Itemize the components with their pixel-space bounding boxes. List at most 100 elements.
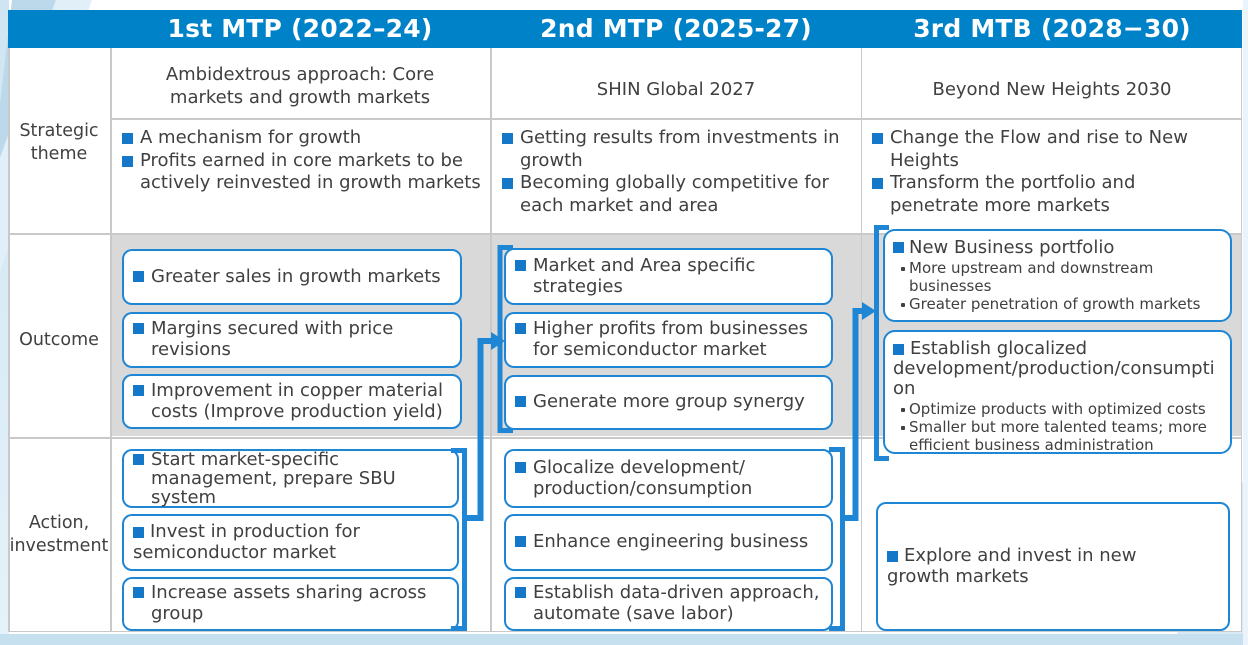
theme-bullet-text: Transform the portfolio and penetrate mo… <box>890 172 1136 216</box>
row-label-action-investment: Action, investment <box>9 513 109 556</box>
dot-bullet-icon <box>901 302 905 307</box>
bullet-square-icon <box>893 242 904 253</box>
theme-bullet-text: Getting results from investments in grow… <box>520 127 840 171</box>
action-box-text: Enhance engineering business <box>533 531 809 553</box>
left-edge-decoration <box>0 0 9 645</box>
sub-bullet: Smaller but more talented teams; more ef… <box>901 418 1224 454</box>
bullet-square-icon <box>502 133 513 144</box>
theme-bullet-text: Becoming globally competitive for each m… <box>520 172 829 216</box>
bullet-square-icon <box>515 323 526 335</box>
outcome-box-text: Improvement in copper material costs (Im… <box>151 379 444 422</box>
bullet-square-icon <box>133 453 144 465</box>
outcome-box-mtp2-3: Generate more group synergy <box>504 375 833 430</box>
bullet-square-icon <box>133 270 144 282</box>
action-box-text: Establish data-driven approach, automate… <box>533 582 820 624</box>
grid-line <box>8 437 1242 439</box>
outcome-box-text: Generate more group synergy <box>533 391 805 413</box>
row-label-strategic-theme: Strategic theme <box>19 121 99 164</box>
dot-bullet-icon <box>901 267 905 272</box>
sub-bullet-text: Greater penetration of growth markets <box>909 294 1201 313</box>
action-box-mtp2-2: Enhance engineering business <box>504 514 833 571</box>
outcome-box-mtp1-2: Margins secured with price revisions <box>122 312 462 368</box>
theme-bullet: Change the Flow and rise to New Heights <box>872 127 1224 172</box>
action-box-text: Glocalize development/ production/consum… <box>533 456 753 499</box>
column-header-mtp2: 2nd MTP (2025-27) <box>540 14 812 43</box>
bullet-square-icon <box>515 587 526 599</box>
action-box-mtp2-3: Establish data-driven approach, automate… <box>504 577 833 631</box>
bullet-square-icon <box>887 550 898 562</box>
sub-bullet-text: Optimize products with optimized costs <box>909 400 1206 419</box>
theme-title-mtp1: Ambidextrous approach: Core markets and … <box>165 64 435 109</box>
theme-bullets-mtp2: Getting results from investments in grow… <box>502 127 850 217</box>
outcome-box-mtp2-2: Higher profits from businesses for semic… <box>504 312 833 368</box>
theme-bullet-text: Profits earned in core markets to be act… <box>140 149 481 194</box>
action-box-mtp2-1: Glocalize development/ production/consum… <box>504 449 833 508</box>
outcome-box-text: Higher profits from businesses for semic… <box>533 318 809 360</box>
column-header-mtp1: 1st MTP (2022–24) <box>167 14 433 43</box>
theme-bullet-text: Change the Flow and rise to New Heights <box>890 127 1188 171</box>
sub-bullet: Optimize products with optimized costs <box>901 401 1224 419</box>
outcome-box-title: Establish glocalized development/product… <box>893 338 1215 400</box>
sub-bullet: Greater penetration of growth markets <box>901 294 1224 314</box>
grid-line <box>860 48 862 632</box>
outcome-box-mtp3-2: Establish glocalized development/product… <box>883 330 1232 454</box>
theme-bullet: Getting results from investments in grow… <box>502 127 850 172</box>
outcome-sublist: More upstream and downstream businesses … <box>901 259 1224 314</box>
theme-bullets-mtp1: A mechanism for growth Profits earned in… <box>122 127 488 195</box>
sub-bullet-text: Smaller but more talented teams; more ef… <box>909 418 1207 454</box>
sub-bullet-text: More upstream and downstream businesses <box>909 259 1154 295</box>
theme-bullet: Profits earned in core markets to be act… <box>122 150 488 195</box>
theme-title-mtp3: Beyond New Heights 2030 <box>932 79 1172 100</box>
action-box-text: Invest in production for semiconductor m… <box>133 520 360 563</box>
theme-bullet: A mechanism for growth <box>122 127 488 150</box>
theme-bullets-mtp3: Change the Flow and rise to New Heights … <box>872 127 1224 217</box>
grid-line <box>490 48 492 632</box>
dot-bullet-icon <box>901 426 905 431</box>
grid-line <box>8 233 1242 235</box>
outcome-box-mtp3-1: New Business portfolio More upstream and… <box>883 229 1232 322</box>
action-box-mtp3-1: Explore and invest in new growth markets <box>876 502 1230 631</box>
theme-title-mtp2: SHIN Global 2027 <box>596 79 756 100</box>
outcome-box-mtp1-3: Improvement in copper material costs (Im… <box>122 374 462 429</box>
outcome-box-mtp2-1: Market and Area specific strategies <box>504 248 833 305</box>
bullet-square-icon <box>893 344 904 355</box>
header-band <box>8 10 1242 48</box>
row-label-outcome: Outcome <box>19 330 99 350</box>
action-box-text: Explore and invest in new growth markets <box>887 544 1137 587</box>
grid-line <box>110 48 112 632</box>
grid-line <box>8 630 1242 632</box>
theme-bullet: Becoming globally competitive for each m… <box>502 172 850 217</box>
outcome-sublist: Optimize products with optimized costs S… <box>901 401 1224 454</box>
bullet-square-icon <box>122 133 133 144</box>
grid-line <box>110 118 1242 120</box>
grid-line <box>1240 48 1242 632</box>
bullet-square-icon <box>133 323 144 335</box>
outcome-box-title: New Business portfolio <box>909 237 1115 258</box>
bullet-square-icon <box>502 178 513 189</box>
column-header-mtp3: 3rd MTB (2028−30) <box>913 14 1191 43</box>
bullet-square-icon <box>872 178 883 189</box>
grid-line <box>8 48 10 632</box>
bullet-square-icon <box>515 396 526 408</box>
action-box-text: Increase assets sharing across group <box>151 582 427 624</box>
outcome-box-mtp1-1: Greater sales in growth markets <box>122 249 462 305</box>
bullet-square-icon <box>515 461 526 473</box>
action-box-mtp1-1: Start market-specific management, prepar… <box>122 449 459 508</box>
sub-bullet: More upstream and downstream businesses <box>901 259 1224 295</box>
bullet-square-icon <box>872 133 883 144</box>
theme-bullet-text: A mechanism for growth <box>140 127 362 148</box>
outcome-box-text: Margins secured with price revisions <box>151 318 394 360</box>
bullet-square-icon <box>122 155 133 167</box>
right-edge-decoration <box>1243 0 1248 645</box>
action-box-mtp1-3: Increase assets sharing across group <box>122 577 459 631</box>
bottom-edge-decoration <box>0 634 1248 645</box>
bullet-square-icon <box>515 259 526 271</box>
bullet-square-icon <box>133 587 144 599</box>
outcome-box-text: Market and Area specific strategies <box>533 254 756 297</box>
action-box-text: Start market-specific management, prepar… <box>151 448 396 509</box>
bullet-square-icon <box>515 536 526 548</box>
outcome-box-text: Greater sales in growth markets <box>151 265 441 287</box>
theme-bullet: Transform the portfolio and penetrate mo… <box>872 172 1224 217</box>
dot-bullet-icon <box>901 408 905 413</box>
